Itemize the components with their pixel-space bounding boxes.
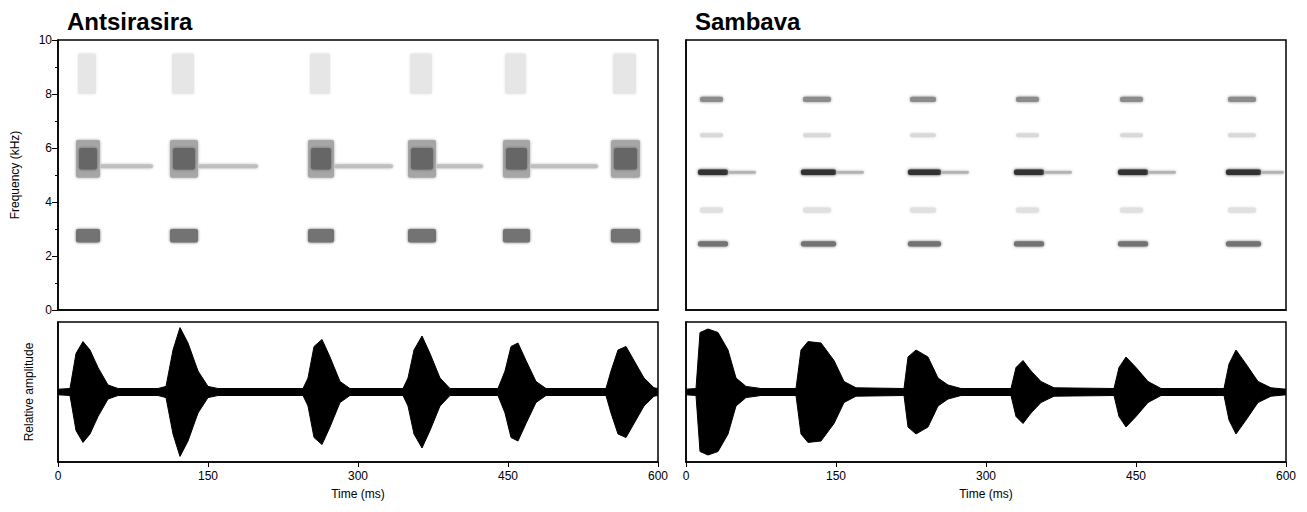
svg-text:Sambava: Sambava <box>695 8 801 35</box>
svg-text:600: 600 <box>648 469 668 483</box>
svg-text:600: 600 <box>1276 469 1296 483</box>
svg-text:4: 4 <box>45 195 52 209</box>
svg-text:10: 10 <box>39 33 53 47</box>
svg-text:300: 300 <box>976 469 996 483</box>
svg-text:150: 150 <box>198 469 218 483</box>
svg-text:6: 6 <box>45 141 52 155</box>
svg-text:2: 2 <box>45 249 52 263</box>
svg-text:150: 150 <box>826 469 846 483</box>
svg-text:300: 300 <box>348 469 368 483</box>
svg-text:450: 450 <box>1126 469 1146 483</box>
svg-text:Relative amplitude: Relative amplitude <box>22 342 36 441</box>
svg-text:8: 8 <box>45 87 52 101</box>
svg-text:450: 450 <box>498 469 518 483</box>
svg-text:0: 0 <box>683 469 690 483</box>
svg-text:Time (ms): Time (ms) <box>959 487 1013 501</box>
svg-text:Time (ms): Time (ms) <box>331 487 385 501</box>
svg-text:0: 0 <box>45 303 52 317</box>
svg-text:0: 0 <box>55 469 62 483</box>
svg-text:Frequency (kHz): Frequency (kHz) <box>8 131 22 220</box>
svg-text:Antsirasira: Antsirasira <box>67 8 193 35</box>
